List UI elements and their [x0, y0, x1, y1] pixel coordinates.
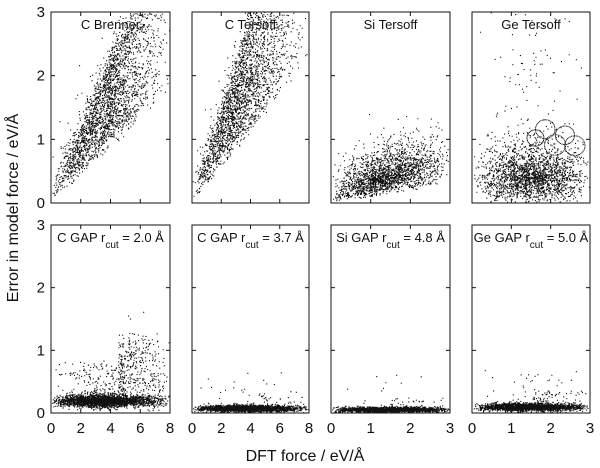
scatter-marks	[332, 114, 449, 202]
scatter-panel-4: 0 2 4 6 8 0 1 2 3 C GAP rcut = 2.0 Å	[37, 217, 175, 437]
x-tick-label: 8	[166, 420, 174, 437]
panel-frame	[50, 224, 171, 414]
panel-frame	[330, 224, 451, 414]
scatter-marks	[52, 12, 170, 196]
scatter-marks	[473, 370, 589, 413]
scatter-marks	[192, 12, 308, 197]
panel-frame	[471, 11, 591, 204]
panel-label: Ge GAP rcut = 5.0 Å	[474, 230, 589, 251]
x-tick-label: 4	[106, 420, 114, 437]
panel-frame	[191, 11, 310, 204]
scatter-marks	[332, 374, 450, 413]
x-tick-label: 2	[546, 420, 554, 437]
panel-label: Si GAP rcut = 4.8 Å	[336, 230, 445, 251]
panel-frame	[50, 11, 171, 204]
scatter-panel-7: 0 1 2 3 Ge GAP rcut = 5.0 Å	[468, 224, 594, 437]
x-tick-label: 2	[406, 420, 414, 437]
panel-label: C Tersoff	[225, 17, 277, 32]
panel-label: C Brenner	[81, 17, 141, 32]
scatter-marks	[193, 372, 309, 413]
panel-label: Si Tersoff	[364, 17, 418, 32]
scatter-points	[332, 114, 449, 202]
x-tick-label: 2	[217, 420, 225, 437]
scatter-marks	[474, 12, 590, 203]
y-tick-label: 2	[37, 280, 45, 297]
scatter-panel-2: Si Tersoff	[330, 11, 451, 204]
scatter-panel-3: Ge Tersoff	[471, 11, 591, 204]
x-tick-label: 0	[327, 420, 335, 437]
x-tick-label: 1	[507, 420, 515, 437]
panel-grid: 0 1 2 3 C Brenner C Tersoff Si Tersoff Ge Terso…	[37, 4, 595, 437]
x-tick-label: 6	[276, 420, 284, 437]
x-tick-label: 0	[47, 420, 55, 437]
panel-frame	[191, 224, 310, 414]
panel-frame	[471, 224, 591, 414]
x-tick-label: 0	[188, 420, 196, 437]
scatter-marks	[52, 311, 170, 412]
x-tick-label: 1	[366, 420, 374, 437]
scatter-points	[52, 12, 170, 196]
x-tick-label: 8	[305, 420, 313, 437]
panel-frame	[330, 11, 451, 204]
scatter-points	[52, 311, 170, 412]
x-axis-title: DFT force / eV/Å	[246, 446, 365, 465]
y-tick-label: 2	[37, 68, 45, 85]
trajectory-loop	[535, 119, 556, 140]
y-tick-label: 3	[37, 217, 45, 234]
panel-label: C GAP rcut = 3.7 Å	[197, 230, 304, 251]
scatter-points	[473, 370, 589, 413]
scatter-points	[192, 12, 308, 197]
scatter-panel-1: C Tersoff	[191, 11, 310, 204]
x-tick-label: 6	[136, 420, 144, 437]
x-tick-label: 3	[446, 420, 454, 437]
y-tick-label: 0	[37, 405, 45, 422]
scatter-points	[332, 374, 450, 413]
y-tick-label: 1	[37, 342, 45, 359]
scatter-points	[474, 12, 590, 203]
y-tick-label: 3	[37, 4, 45, 21]
x-tick-label: 4	[246, 420, 254, 437]
x-tick-label: 2	[77, 420, 85, 437]
panel-label: Ge Tersoff	[501, 17, 561, 32]
y-axis-title: Error in model force / eV/Å	[3, 113, 22, 302]
y-tick-label: 0	[37, 195, 45, 212]
x-tick-label: 3	[586, 420, 594, 437]
scatter-panel-5: 0 2 4 6 8 C GAP rcut = 3.7 Å	[188, 224, 313, 437]
x-tick-label: 0	[468, 420, 476, 437]
scatter-points	[193, 372, 309, 413]
scatter-panel-6: 0 1 2 3 Si GAP rcut = 4.8 Å	[327, 224, 454, 437]
scatter-panel-0: 0 1 2 3 C Brenner	[37, 4, 171, 212]
panel-label: C GAP rcut = 2.0 Å	[57, 230, 164, 251]
y-tick-label: 1	[37, 131, 45, 148]
